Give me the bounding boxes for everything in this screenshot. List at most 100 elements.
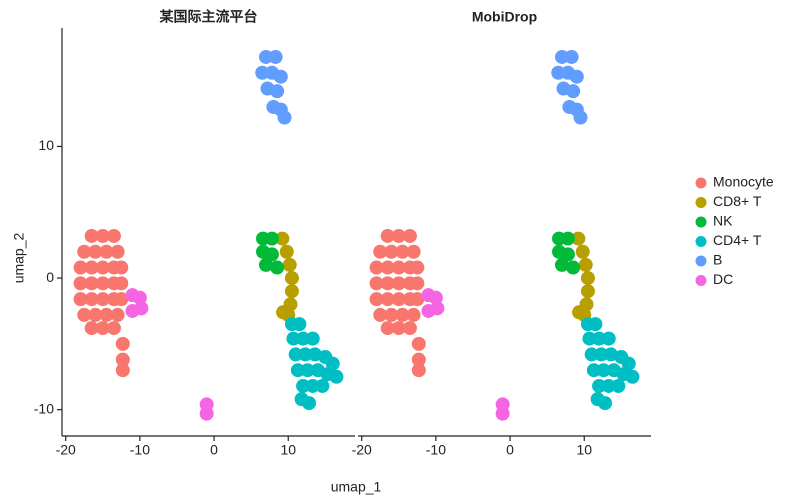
point: [380, 260, 395, 275]
x-tick-label: -20: [56, 442, 76, 458]
point: [566, 260, 581, 275]
x-tick-label: -10: [426, 442, 446, 458]
point: [569, 69, 584, 84]
point: [575, 244, 590, 259]
point: [73, 276, 88, 291]
point: [395, 244, 410, 259]
legend-swatch: [695, 216, 707, 228]
point: [410, 276, 425, 291]
point: [391, 321, 406, 336]
point: [132, 290, 147, 305]
x-axis-label: umap_1: [331, 479, 382, 495]
point: [268, 49, 283, 64]
point: [594, 347, 609, 362]
point: [84, 292, 99, 307]
y-axis-label: umap_2: [11, 232, 27, 283]
point: [302, 396, 317, 411]
point: [106, 321, 121, 336]
point: [571, 231, 586, 246]
point: [264, 247, 279, 262]
point: [84, 260, 99, 275]
point: [305, 331, 320, 346]
x-tick-label: 10: [576, 442, 592, 458]
point: [110, 307, 125, 322]
legend-swatch: [695, 255, 707, 267]
point: [402, 321, 417, 336]
point: [592, 331, 607, 346]
point: [601, 331, 616, 346]
point: [125, 303, 140, 318]
x-tick-label: 10: [280, 442, 296, 458]
x-tick-label: 0: [506, 442, 514, 458]
point: [300, 363, 315, 378]
point: [406, 307, 421, 322]
point: [391, 276, 406, 291]
legend-swatch: [695, 177, 707, 189]
point: [84, 321, 99, 336]
panel-title: 某国际主流平台: [160, 9, 258, 25]
point: [88, 307, 103, 322]
point: [566, 84, 581, 99]
point: [421, 303, 436, 318]
point: [411, 352, 426, 367]
point: [588, 317, 603, 332]
point: [582, 331, 597, 346]
point: [586, 363, 601, 378]
point: [84, 276, 99, 291]
point: [99, 244, 114, 259]
y-tick-label: -10: [34, 400, 54, 416]
point: [325, 356, 340, 371]
point: [554, 49, 569, 64]
legend-swatch: [695, 197, 707, 208]
y-tick-label: 0: [46, 269, 54, 285]
point: [329, 369, 344, 384]
legend-label: Monocyte: [713, 174, 774, 190]
point: [373, 307, 388, 322]
point: [402, 228, 417, 243]
point: [255, 65, 270, 80]
point: [73, 292, 88, 307]
point: [115, 352, 130, 367]
point: [596, 363, 611, 378]
point: [292, 317, 307, 332]
point: [296, 331, 311, 346]
point: [380, 292, 395, 307]
point: [282, 257, 297, 272]
point: [391, 228, 406, 243]
point: [99, 307, 114, 322]
point: [584, 347, 599, 362]
point: [411, 363, 426, 378]
point: [554, 257, 569, 272]
legend-label: CD8+ T: [713, 193, 762, 209]
point: [572, 305, 587, 320]
point: [114, 260, 129, 275]
point: [564, 49, 579, 64]
point: [114, 292, 129, 307]
point: [95, 228, 110, 243]
point: [305, 378, 320, 393]
point: [296, 378, 311, 393]
point: [95, 321, 110, 336]
x-tick-label: -20: [352, 442, 372, 458]
point: [380, 321, 395, 336]
point: [384, 307, 399, 322]
x-tick-label: -10: [130, 442, 150, 458]
point: [580, 284, 595, 299]
point: [284, 284, 299, 299]
point: [77, 307, 92, 322]
point: [95, 276, 110, 291]
point: [410, 292, 425, 307]
point: [114, 276, 129, 291]
point: [391, 260, 406, 275]
legend-label: NK: [713, 213, 733, 229]
point: [95, 260, 110, 275]
point: [288, 347, 303, 362]
point: [279, 244, 294, 259]
point: [284, 271, 299, 286]
point: [395, 307, 410, 322]
point: [611, 378, 626, 393]
legend-swatch: [695, 275, 707, 286]
point: [110, 244, 125, 259]
point: [551, 65, 566, 80]
point: [115, 336, 130, 351]
